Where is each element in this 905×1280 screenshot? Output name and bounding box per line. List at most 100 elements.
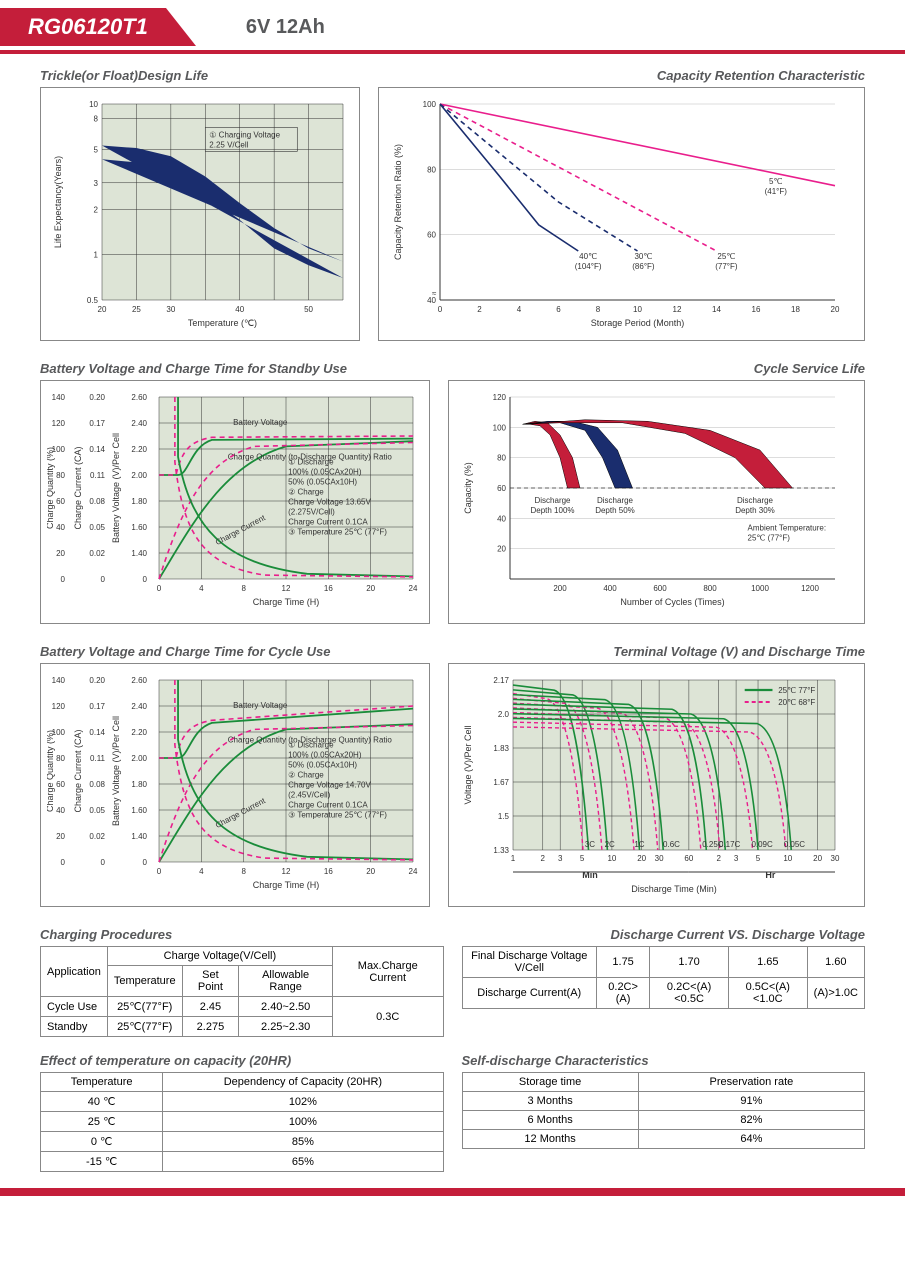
svg-text:(77°F): (77°F) <box>715 262 738 271</box>
svg-text:0.02: 0.02 <box>89 549 105 558</box>
header: RG06120T1 6V 12Ah <box>0 8 905 46</box>
svg-text:0.20: 0.20 <box>89 393 105 402</box>
ts-h2: Preservation rate <box>638 1073 864 1092</box>
svg-text:0.17: 0.17 <box>89 702 105 711</box>
svg-text:1: 1 <box>511 854 516 863</box>
svg-text:2C: 2C <box>605 840 615 849</box>
svg-text:5: 5 <box>94 145 99 154</box>
svg-text:30: 30 <box>655 854 664 863</box>
svg-text:0: 0 <box>143 575 148 584</box>
svg-text:12: 12 <box>282 584 291 593</box>
charging-title: Charging Procedures <box>40 927 444 942</box>
svg-text:2.25 V/Cell: 2.25 V/Cell <box>209 140 248 149</box>
svg-text:0: 0 <box>157 584 162 593</box>
svg-text:12: 12 <box>282 867 291 876</box>
svg-text:2: 2 <box>541 854 546 863</box>
svg-text:1.80: 1.80 <box>131 497 147 506</box>
svg-text:20: 20 <box>637 854 646 863</box>
cyclelife-title: Cycle Service Life <box>448 361 865 376</box>
svg-text:① Discharge: ① Discharge <box>288 458 334 467</box>
th-max: Max.Charge Current <box>333 947 444 997</box>
svg-text:40: 40 <box>235 305 244 314</box>
svg-text:24: 24 <box>409 584 418 593</box>
svg-text:20: 20 <box>366 584 375 593</box>
svg-text:25: 25 <box>132 305 141 314</box>
svg-text:80: 80 <box>56 471 65 480</box>
svg-text:24: 24 <box>409 867 418 876</box>
svg-text:Discharge: Discharge <box>737 496 774 505</box>
svg-text:800: 800 <box>703 584 717 593</box>
svg-text:2.17: 2.17 <box>493 676 509 685</box>
svg-text:1.83: 1.83 <box>493 744 509 753</box>
svg-text:50: 50 <box>304 305 313 314</box>
svg-text:14: 14 <box>712 305 721 314</box>
svg-text:1.33: 1.33 <box>493 846 509 855</box>
svg-text:140: 140 <box>52 676 66 685</box>
svg-text:0.08: 0.08 <box>89 780 105 789</box>
td-l2: Discharge Current(A) <box>462 978 596 1009</box>
svg-text:Charge Voltage 13.65V: Charge Voltage 13.65V <box>288 498 371 507</box>
svg-text:1.40: 1.40 <box>131 549 147 558</box>
svg-text:Temperature (℃): Temperature (℃) <box>188 318 257 328</box>
tt-h2: Dependency of Capacity (20HR) <box>163 1073 443 1092</box>
svg-text:Voltage (V)/Per Cell: Voltage (V)/Per Cell <box>463 725 473 804</box>
svg-text:2.20: 2.20 <box>131 445 147 454</box>
td-12: 1.65 <box>728 947 807 978</box>
svg-text:2.60: 2.60 <box>131 676 147 685</box>
retention-title: Capacity Retention Characteristic <box>378 68 865 83</box>
ts-h1: Storage time <box>462 1073 638 1092</box>
svg-text:0.11: 0.11 <box>90 471 106 480</box>
svg-text:0: 0 <box>438 305 443 314</box>
svg-text:30: 30 <box>831 854 840 863</box>
tc-10: Standby <box>41 1017 108 1037</box>
svg-text:Discharge: Discharge <box>597 496 634 505</box>
svg-text:20℃ 68°F: 20℃ 68°F <box>778 698 815 707</box>
svg-text:25℃ 77°F: 25℃ 77°F <box>778 686 815 695</box>
svg-text:0: 0 <box>101 858 106 867</box>
svg-text:③ Temperature 25℃ (77°F): ③ Temperature 25℃ (77°F) <box>288 811 387 820</box>
svg-text:80: 80 <box>56 754 65 763</box>
svg-text:60: 60 <box>56 497 65 506</box>
svg-text:Charge Quantity (%): Charge Quantity (%) <box>47 447 55 529</box>
svg-text:3C: 3C <box>585 840 595 849</box>
th-group: Charge Voltage(V/Cell) <box>107 947 332 966</box>
svg-text:0.14: 0.14 <box>89 445 105 454</box>
svg-text:8: 8 <box>241 584 246 593</box>
svg-text:40℃: 40℃ <box>579 252 597 261</box>
svg-text:140: 140 <box>52 393 66 402</box>
ts-20: 12 Months <box>462 1130 638 1149</box>
svg-text:16: 16 <box>752 305 761 314</box>
svg-text:1.67: 1.67 <box>493 778 509 787</box>
svg-text:(2.45V/Cell): (2.45V/Cell) <box>288 791 331 800</box>
svg-text:1000: 1000 <box>751 584 769 593</box>
tt-00: 40 ℃ <box>41 1092 163 1112</box>
svg-text:Charge Current 0.1CA: Charge Current 0.1CA <box>288 518 368 527</box>
svg-text:1: 1 <box>94 251 99 260</box>
svg-text:0.05C: 0.05C <box>784 840 806 849</box>
svg-text:2: 2 <box>716 854 721 863</box>
svg-text:10: 10 <box>633 305 642 314</box>
td-11: 1.70 <box>650 947 729 978</box>
standby-chart: 04812162024000200.021.40400.051.60600.08… <box>40 380 430 624</box>
ts-10: 6 Months <box>462 1111 638 1130</box>
svg-text:40: 40 <box>497 514 506 523</box>
svg-text:100% (0.05CAx20H): 100% (0.05CAx20H) <box>288 468 362 477</box>
svg-text:Charge Current 0.1CA: Charge Current 0.1CA <box>288 801 368 810</box>
svg-text:2.0: 2.0 <box>498 710 510 719</box>
svg-text:Number of Cycles (Times): Number of Cycles (Times) <box>620 597 724 607</box>
svg-text:② Charge: ② Charge <box>288 771 324 780</box>
tt-31: 65% <box>163 1152 443 1172</box>
selfdis-table: Storage timePreservation rate 3 Months91… <box>462 1072 866 1149</box>
svg-text:20: 20 <box>497 545 506 554</box>
svg-text:16: 16 <box>324 867 333 876</box>
th-set: Set Point <box>182 966 239 997</box>
td-l1: Final Discharge Voltage V/Cell <box>462 947 596 978</box>
tt-11: 100% <box>163 1112 443 1132</box>
tc-13: 2.25~2.30 <box>239 1017 333 1037</box>
svg-text:60: 60 <box>497 484 506 493</box>
ts-11: 82% <box>638 1111 864 1130</box>
svg-text:Battery Voltage (V)/Per Cell: Battery Voltage (V)/Per Cell <box>111 433 121 543</box>
svg-text:② Charge: ② Charge <box>288 488 324 497</box>
svg-text:100% (0.05CAx20H): 100% (0.05CAx20H) <box>288 751 362 760</box>
svg-text:40: 40 <box>56 523 65 532</box>
